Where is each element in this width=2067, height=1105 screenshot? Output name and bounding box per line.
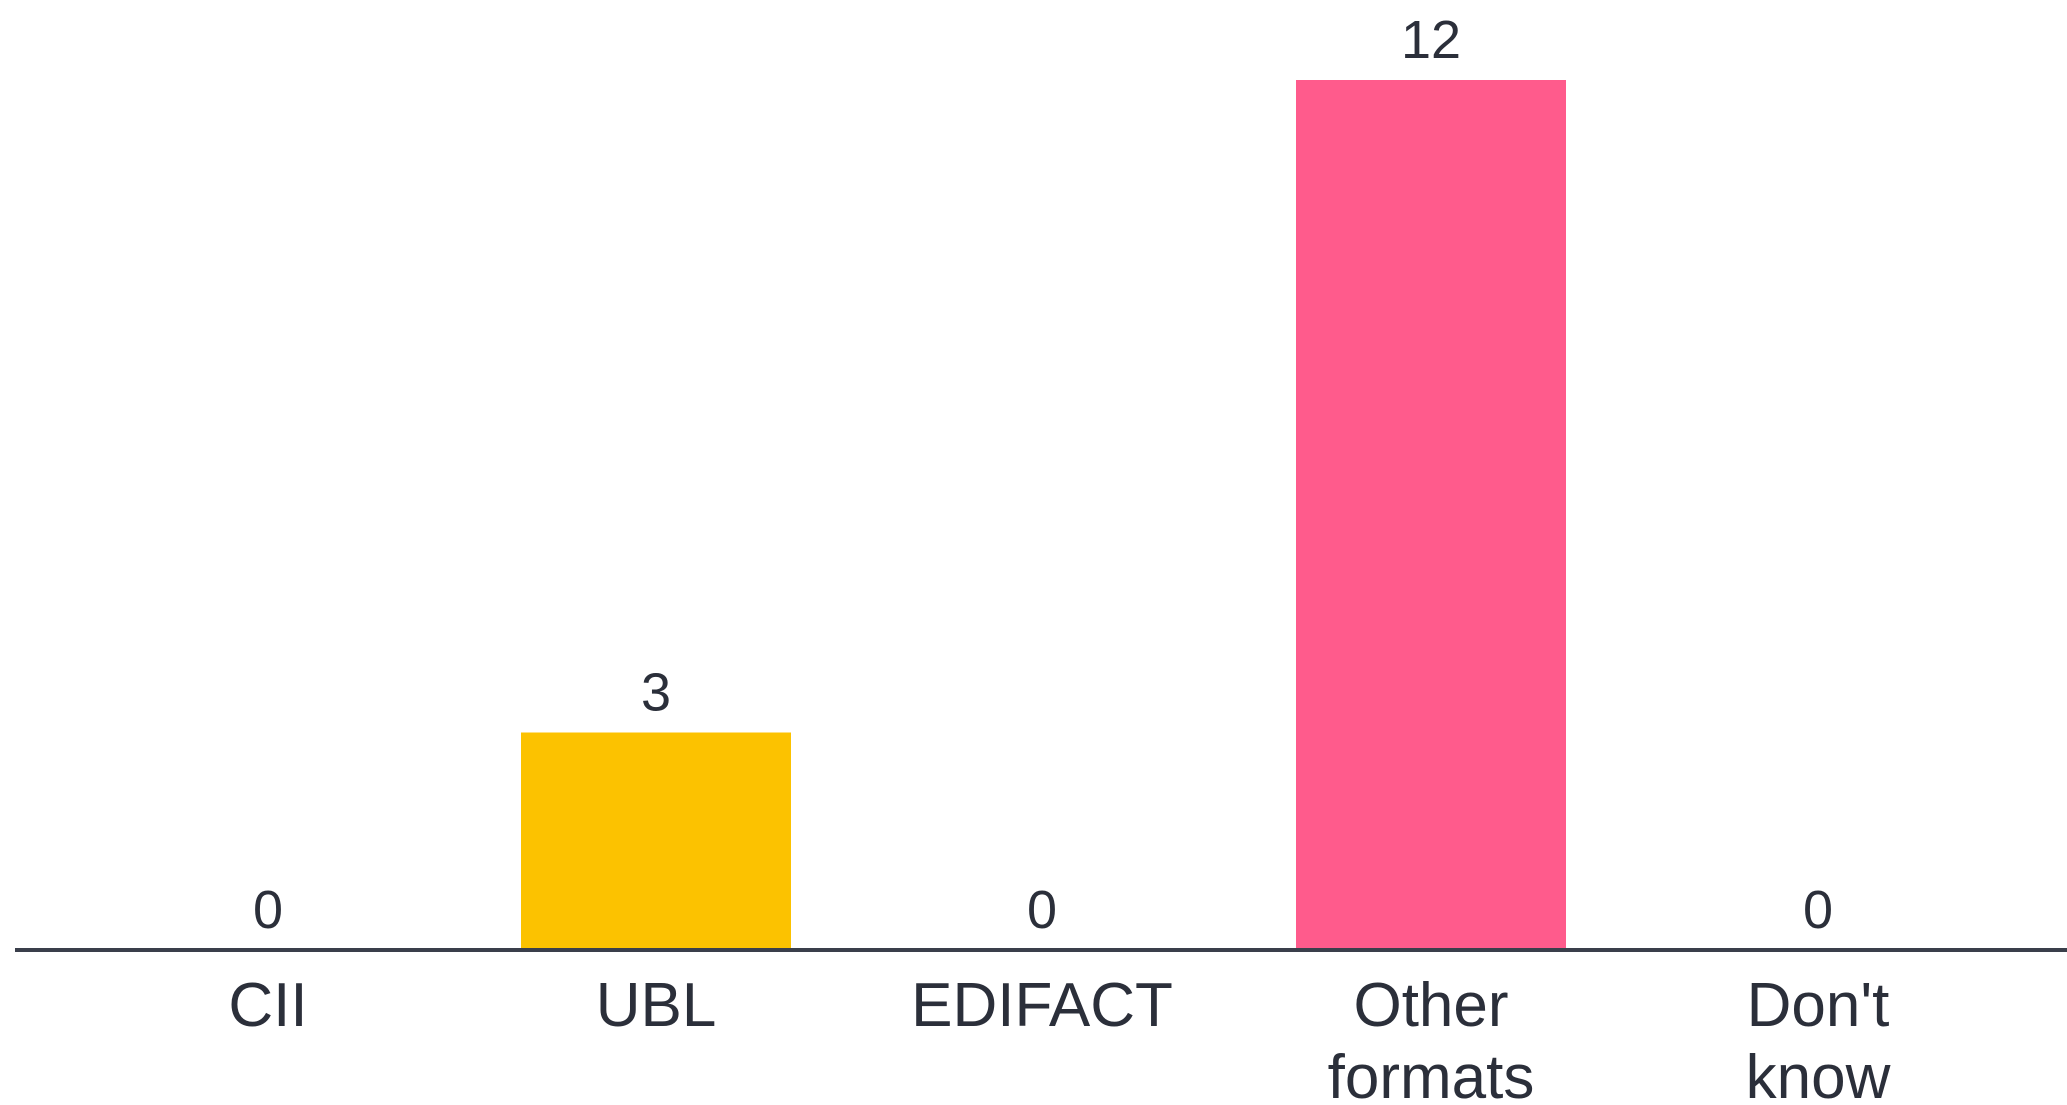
value-label-ubl: 3 — [641, 663, 671, 723]
category-label-edifact: EDIFACT — [911, 971, 1173, 1040]
value-labels-group: 0 3 0 12 0 — [253, 10, 1833, 940]
value-label-other-formats: 12 — [1401, 10, 1461, 70]
category-labels-group: CII UBL EDIFACT Other formats Don't know — [228, 971, 1890, 1105]
category-label-other-formats: Other formats — [1328, 971, 1535, 1105]
value-label-don-t-know: 0 — [1803, 880, 1833, 940]
bar-ubl — [521, 732, 791, 950]
category-label-ubl: UBL — [596, 971, 717, 1040]
category-label-cii: CII — [228, 971, 307, 1040]
bar-other-formats — [1296, 80, 1566, 950]
bars-group — [521, 80, 1566, 950]
value-label-cii: 0 — [253, 880, 283, 940]
value-label-edifact: 0 — [1027, 880, 1057, 940]
category-label-don-t-know: Don't know — [1746, 971, 1891, 1105]
